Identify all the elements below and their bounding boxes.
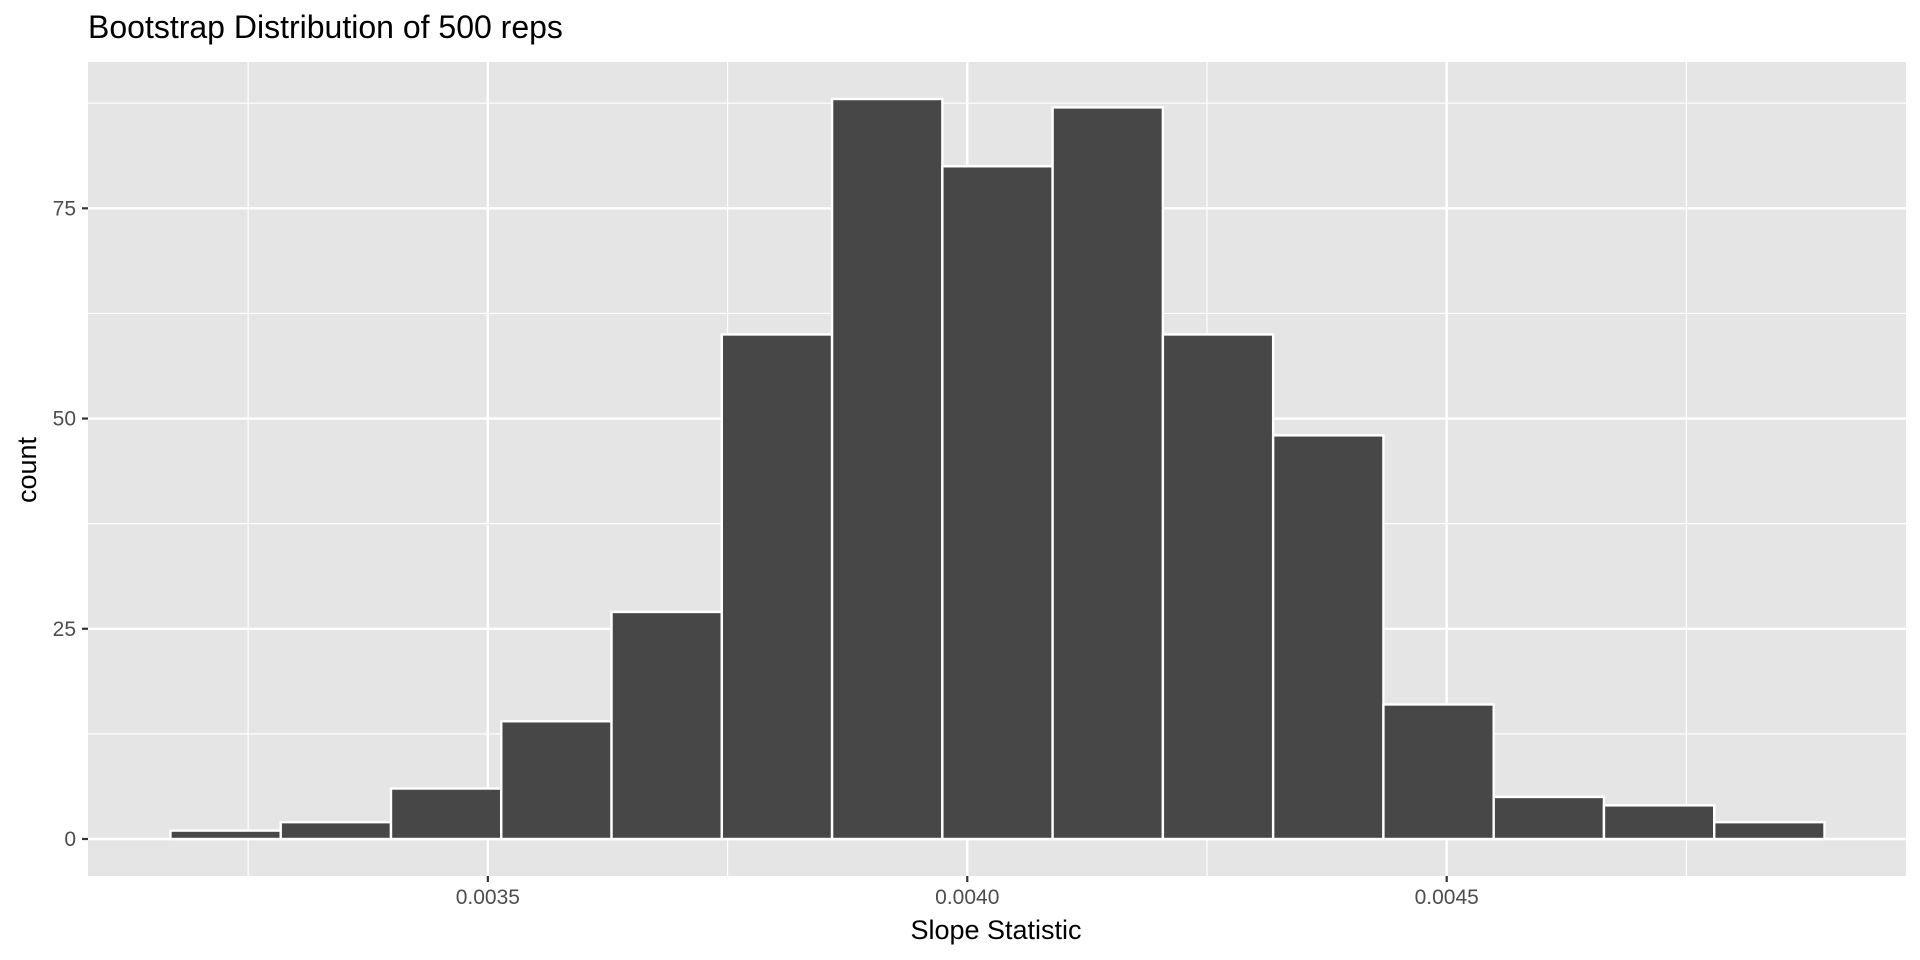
histogram-bar <box>1382 703 1495 841</box>
histogram-bar <box>1492 795 1606 841</box>
x-tick-label: 0.0040 <box>935 886 999 909</box>
histogram-bar <box>1271 434 1385 841</box>
histogram-bar <box>1713 820 1826 841</box>
histogram-bar <box>941 165 1054 841</box>
x-axis: 0.0035 0.0040 0.0045 <box>456 876 1479 909</box>
histogram-bar <box>610 610 724 841</box>
histogram-bar <box>169 829 282 841</box>
histogram-bar <box>1602 804 1716 841</box>
y-axis-title: count <box>12 436 42 503</box>
chart-title: Bootstrap Distribution of 500 reps <box>88 9 563 45</box>
histogram-bar <box>279 820 393 841</box>
histogram-bars <box>169 97 1826 841</box>
histogram-bar <box>830 97 944 841</box>
histogram-bar <box>1161 333 1275 841</box>
histogram-bar <box>500 720 613 841</box>
y-tick-label: 0 <box>64 828 76 851</box>
histogram-bar <box>720 333 834 841</box>
y-tick-label: 75 <box>53 197 76 220</box>
y-axis: 0 25 50 75 <box>53 197 88 851</box>
x-tick-label: 0.0035 <box>456 886 520 909</box>
y-tick-label: 50 <box>53 408 76 431</box>
histogram-bar <box>1051 106 1165 841</box>
x-axis-title: Slope Statistic <box>910 915 1081 945</box>
x-tick-label: 0.0045 <box>1415 886 1479 909</box>
histogram-bar <box>389 787 503 841</box>
y-tick-label: 25 <box>53 618 76 641</box>
